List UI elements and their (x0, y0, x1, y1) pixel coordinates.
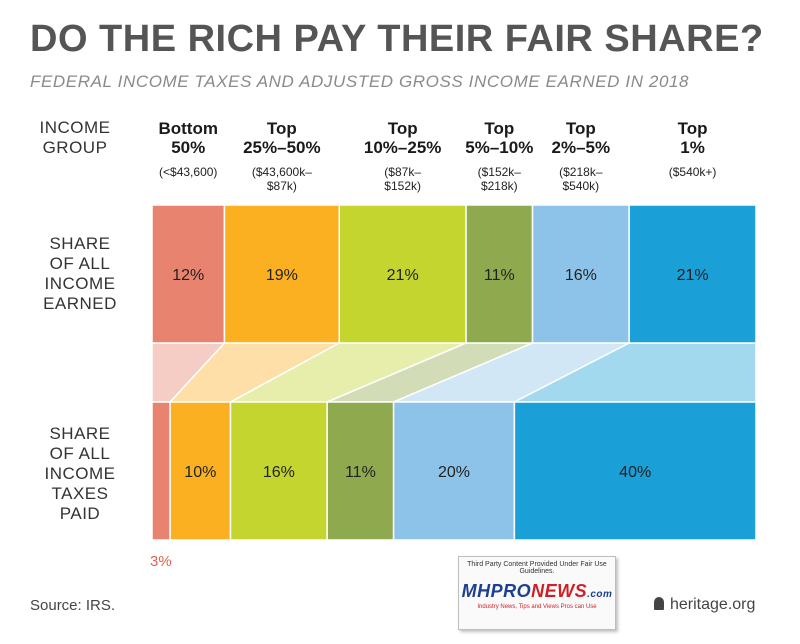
group-range-line: $218k) (480, 179, 518, 193)
group-header-line: 10%–25% (363, 138, 442, 157)
group-header-line: Top (484, 119, 515, 138)
group-header: Bottom 50% (118, 119, 258, 157)
bell-icon (654, 597, 664, 610)
group-income-range: ($540k+) (633, 165, 753, 179)
group-header: Top 1% (623, 119, 763, 157)
tax-share-label: 10% (184, 464, 216, 481)
share-taxes-label-line: INCOME (44, 464, 116, 483)
tax-share-bar (513, 401, 757, 541)
income-group-label-line: INCOME (39, 118, 111, 137)
group-income-range: (<$43,600) (128, 165, 248, 179)
page-title: DO THE RICH PAY THEIR FAIR SHARE? (30, 18, 764, 60)
group-range-line: $152k) (384, 179, 421, 193)
tax-share-label: 20% (438, 464, 470, 481)
tax-share-label: 11% (345, 464, 376, 481)
group-header-line: Top (565, 119, 596, 138)
logo-part-c: .com (587, 589, 613, 600)
group-income-range: ($152k– $218k) (439, 165, 559, 193)
group-range-line: ($43,600k– (251, 165, 312, 179)
share-income-label-line: OF ALL (49, 254, 111, 273)
group-range-line: ($87k– (384, 165, 421, 179)
income-share-label: 12% (172, 267, 204, 284)
income-share-label: 16% (565, 267, 597, 284)
group-header: Top 10%–25% (333, 119, 473, 157)
page-subtitle: FEDERAL INCOME TAXES AND ADJUSTED GROSS … (30, 72, 690, 91)
income-share-label: 21% (677, 267, 709, 284)
fair-use-text: Third Party Content Provided Under Fair … (467, 561, 607, 575)
logo-part-b: NEWS (531, 581, 588, 601)
tax-share-bottom-label: 3% (150, 553, 172, 570)
tax-share-label: 40% (619, 464, 651, 481)
income-share-bar (465, 204, 534, 344)
heritage-text: heritage.org (670, 596, 756, 613)
group-header-line: 5%–10% (465, 138, 534, 157)
tax-share-bar (169, 401, 232, 541)
group-income-range: ($87k– $152k) (343, 165, 463, 193)
mhpronews-logo: MHPRONEWS.com (459, 581, 615, 602)
tax-share-bar (229, 401, 328, 541)
source-note: Source: IRS. (30, 597, 116, 614)
group-range-line: (<$43,600) (159, 165, 218, 179)
income-share-label: 21% (387, 267, 419, 284)
income-share-bar (338, 204, 467, 344)
share-taxes-label-line: PAID (59, 504, 101, 523)
group-income-range: ($218k– $540k) (521, 165, 641, 193)
group-income-range: ($43,600k– $87k) (222, 165, 342, 193)
group-range-line: ($540k+) (668, 165, 717, 179)
share-taxes-label-line: SHARE (49, 424, 111, 443)
group-header: Top 5%–10% (429, 119, 569, 157)
heritage-credit: heritage.org (654, 596, 755, 614)
group-header-line: Bottom (158, 119, 218, 138)
fair-use-notice: Third Party Content Provided Under Fair … (458, 556, 616, 630)
logo-tagline: Industry News, Tips and Views Pros can U… (477, 604, 597, 610)
income-share-bar (223, 204, 340, 344)
group-header: Top 2%–5% (511, 119, 651, 157)
group-header: Top 25%–50% (212, 119, 352, 157)
logo-part-a: MHPRO (461, 581, 532, 601)
income-group-label-line: GROUP (42, 138, 108, 157)
share-taxes-label: SHARE OF ALL INCOME TAXES PAID (30, 424, 130, 524)
income-group-label: INCOME GROUP (30, 118, 120, 158)
income-share-label: 11% (484, 267, 515, 284)
share-income-label-line: SHARE (49, 234, 111, 253)
group-range-line: ($218k– (559, 165, 603, 179)
income-share-label: 19% (266, 267, 298, 284)
group-range-line: ($152k– (477, 165, 521, 179)
group-header-line: 25%–50% (243, 138, 321, 157)
income-share-bar (151, 204, 226, 344)
group-header-line: Top (387, 119, 418, 138)
group-header-line: 1% (680, 138, 705, 157)
group-range-line: $87k) (266, 179, 297, 193)
group-header-line: 2%–5% (551, 138, 611, 157)
group-header-line: Top (266, 119, 297, 138)
share-taxes-label-line: OF ALL (49, 444, 111, 463)
income-share-bar (628, 204, 757, 344)
tax-share-bar (392, 401, 516, 541)
share-income-label-line: EARNED (43, 294, 117, 313)
share-income-label: SHARE OF ALL INCOME EARNED (30, 234, 130, 314)
share-income-label-line: INCOME (44, 274, 116, 293)
tax-share-bar (151, 401, 171, 541)
group-range-line: $540k) (562, 179, 600, 193)
share-taxes-label-line: TAXES (51, 484, 109, 503)
tax-share-label: 16% (263, 464, 295, 481)
group-header-line: Top (677, 119, 708, 138)
group-header-line: 50% (171, 138, 206, 157)
